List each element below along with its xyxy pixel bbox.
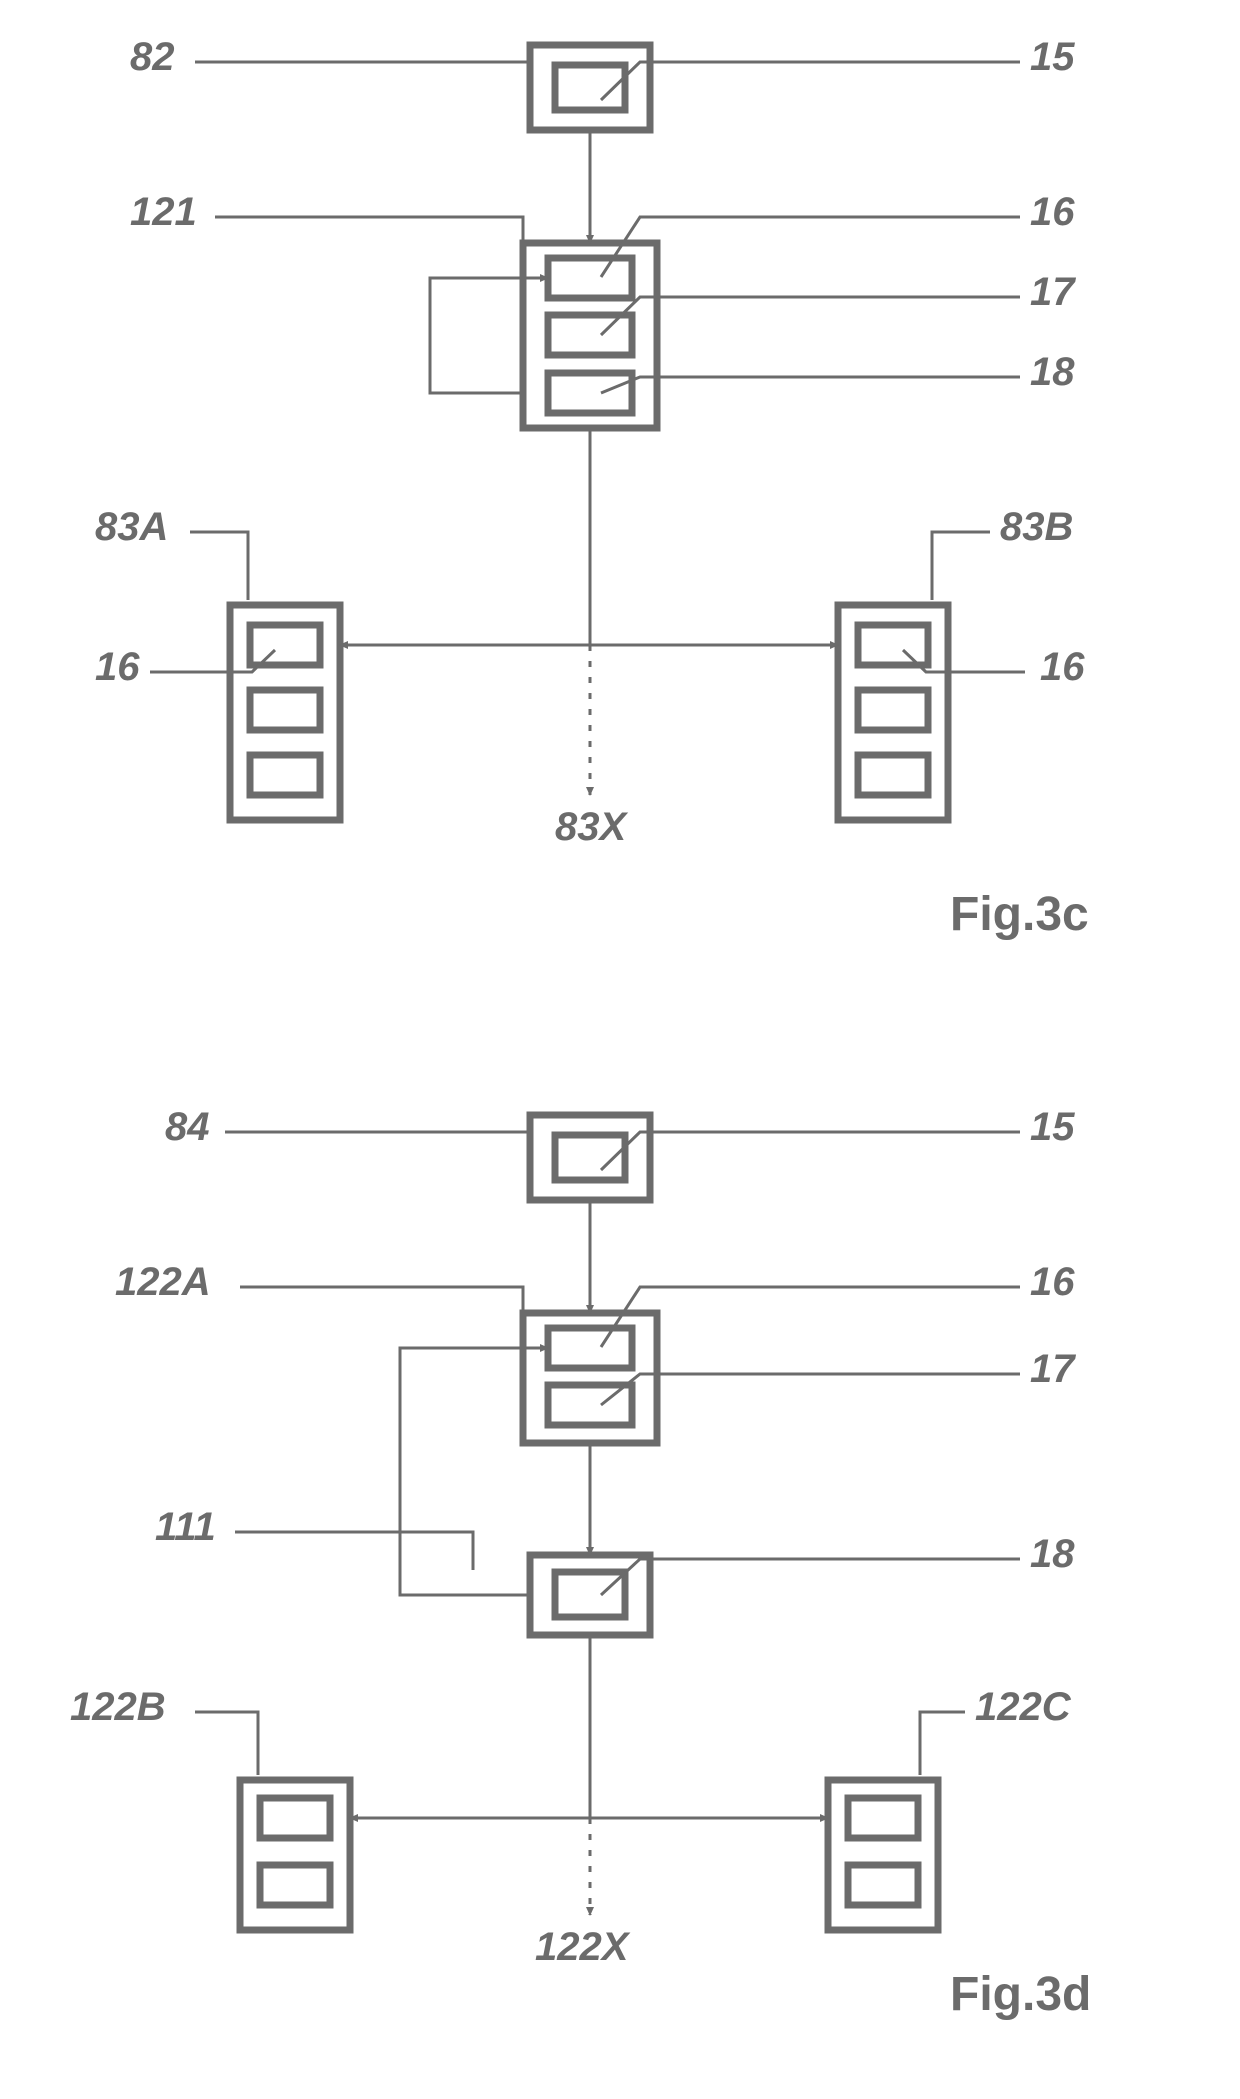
svg-text:122A: 122A: [115, 1260, 211, 1304]
svg-text:15: 15: [1030, 35, 1075, 79]
svg-text:18: 18: [1030, 350, 1075, 394]
svg-text:83X: 83X: [555, 805, 628, 849]
svg-text:121: 121: [130, 190, 197, 234]
svg-text:18: 18: [1030, 1532, 1075, 1576]
svg-text:16: 16: [1040, 645, 1085, 689]
svg-text:83B: 83B: [1000, 505, 1073, 549]
svg-text:16: 16: [95, 645, 140, 689]
svg-text:Fig.3c: Fig.3c: [950, 888, 1089, 941]
svg-text:17: 17: [1030, 270, 1076, 314]
svg-text:84: 84: [165, 1105, 210, 1149]
svg-text:122X: 122X: [535, 1925, 631, 1969]
svg-text:111: 111: [155, 1505, 216, 1549]
svg-text:122C: 122C: [975, 1685, 1072, 1729]
svg-text:Fig.3d: Fig.3d: [950, 1968, 1091, 2021]
svg-text:83A: 83A: [95, 505, 168, 549]
svg-text:15: 15: [1030, 1105, 1075, 1149]
svg-text:122B: 122B: [70, 1685, 166, 1729]
svg-text:17: 17: [1030, 1347, 1076, 1391]
svg-text:82: 82: [130, 35, 175, 79]
svg-text:16: 16: [1030, 190, 1075, 234]
svg-text:16: 16: [1030, 1260, 1075, 1304]
